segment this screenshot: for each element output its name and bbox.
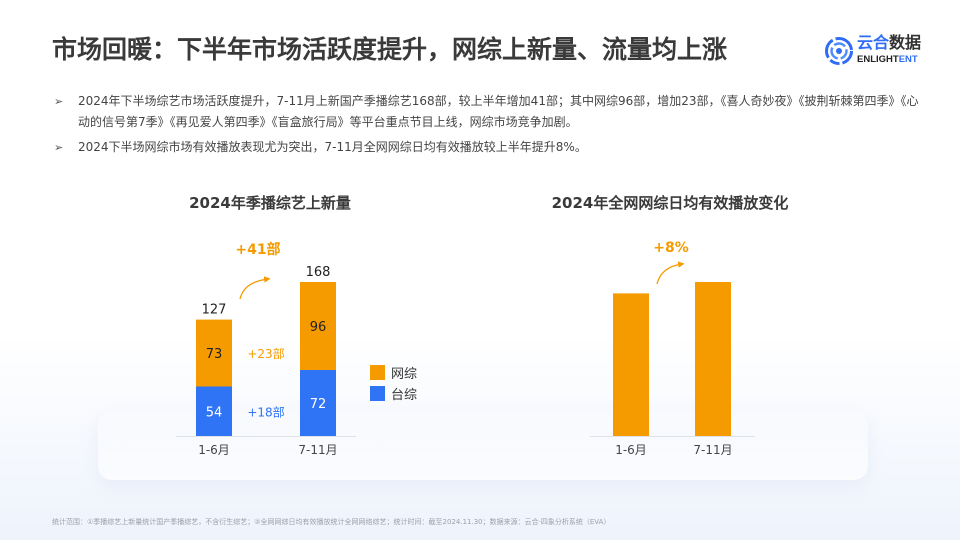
annotation-total-increase: +41部 — [235, 241, 280, 258]
annotation-increase: +8% — [653, 240, 689, 256]
bullet-item: ➢ 2024下半场网综市场有效播放表现尤为突出，7-11月全网网综日均有效播放较… — [52, 137, 922, 158]
data-label-total: 168 — [306, 265, 331, 280]
data-label-tv: 72 — [310, 397, 327, 412]
arrow-bullet-icon: ➢ — [54, 95, 64, 108]
footnote: 统计范围：①季播综艺上新量统计国产季播综艺，不含衍生综艺；②全网网综日均有效播放… — [52, 518, 611, 526]
logo-en-text: ENLIGHTENT — [857, 54, 918, 65]
bullet-item: ➢ 2024年下半场综艺市场活跃度提升，7-11月上新国产季播综艺168部，较上… — [52, 91, 922, 133]
bar-segment-tv — [196, 386, 232, 436]
chart-title-daily-views: 2024年全网网综日均有效播放变化 — [551, 194, 789, 212]
bar-segment-web — [300, 282, 336, 370]
chart-title-new-releases: 2024年季播综艺上新量 — [189, 194, 351, 212]
x-tick-label: 1-6月 — [615, 443, 647, 457]
bar-segment-tv — [300, 370, 336, 436]
annotation-web-increase: +23部 — [247, 346, 284, 361]
bullet-text: 2024下半场网综市场有效播放表现尤为突出，7-11月全网网综日均有效播放较上半… — [78, 140, 587, 154]
increase-arrow-icon — [656, 261, 685, 285]
bar-segment-web — [196, 319, 232, 387]
data-label-tv: 54 — [206, 405, 223, 420]
summary-bullets: ➢ 2024年下半场综艺市场活跃度提升，7-11月上新国产季播综艺168部，较上… — [52, 91, 922, 162]
legend-label: 网综 — [391, 367, 417, 382]
data-label-web: 96 — [310, 320, 327, 335]
bullet-text: 2024年下半场综艺市场活跃度提升，7-11月上新国产季播综艺168部，较上半年… — [78, 94, 919, 129]
bar — [695, 282, 731, 436]
data-label-web: 73 — [206, 347, 223, 362]
legend-swatch — [370, 386, 385, 401]
logo-cn-text: 云合数据 — [857, 33, 922, 52]
brand-logo: 云合数据 ENLIGHTENT — [824, 34, 934, 68]
legend-label: 台综 — [391, 388, 417, 403]
bar — [613, 293, 649, 436]
data-label-total: 127 — [202, 303, 227, 318]
legend-swatch — [370, 365, 385, 380]
arrow-bullet-icon: ➢ — [54, 141, 64, 154]
increase-arrow-icon — [239, 276, 271, 300]
enlightent-logo-icon — [825, 37, 853, 65]
bar-chart: 1-6月 7-11月 +8% — [590, 240, 755, 457]
x-tick-label: 7-11月 — [298, 443, 337, 457]
page-title: 市场回暖：下半年市场活跃度提升，网综上新量、流量均上涨 — [52, 35, 728, 64]
x-tick-label: 7-11月 — [693, 443, 732, 457]
annotation-tv-increase: +18部 — [247, 404, 284, 419]
x-tick-label: 1-6月 — [198, 443, 230, 457]
